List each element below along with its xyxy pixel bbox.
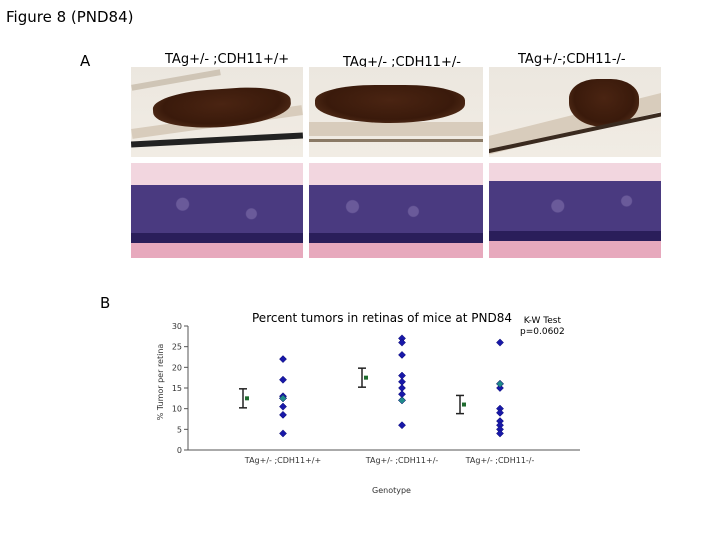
mean-marker-2 — [364, 375, 368, 380]
chart-title: Percent tumors in retinas of mice at PND… — [252, 311, 512, 325]
panel-a-label: A — [80, 52, 91, 70]
y-tick-label-0: 0 — [177, 446, 182, 455]
x-category-label-2: TAg+/- ;CDH11+/- — [365, 456, 439, 465]
x-category-label-3: TAg+/- ;CDH11-/- — [465, 456, 535, 465]
micrograph-ihc-cdh11-ko — [489, 67, 661, 157]
data-point-highlight-1 — [279, 394, 287, 403]
y-axis-label: % Tumor per retina — [156, 344, 165, 421]
data-point-g2-2 — [398, 338, 406, 347]
data-point-g2-3 — [398, 350, 406, 359]
data-point-g1-6 — [279, 402, 287, 411]
data-point-g1-2 — [279, 375, 287, 384]
data-point-g1-1 — [279, 355, 287, 364]
data-point-g2-9 — [398, 421, 406, 430]
kw-test-annotation: K-W Test p=0.0602 — [520, 316, 565, 338]
data-point-g3-1 — [496, 338, 504, 347]
scatter-chart: 0 5 10 15 20 25 30 % Tumor per retina TAg+/- ;CD… — [156, 322, 580, 495]
x-axis-label: Genotype — [372, 486, 411, 495]
y-tick-label-5: 5 — [177, 425, 182, 434]
data-point-g3-5 — [496, 408, 504, 417]
micrograph-he-cdh11-wt — [131, 163, 303, 258]
kw-test-line2: p=0.0602 — [520, 327, 565, 337]
data-point-g1-8 — [279, 429, 287, 438]
y-tick-label-20: 20 — [172, 363, 182, 372]
figure-title: Figure 8 (PND84) — [6, 8, 134, 26]
data-point-g1-7 — [279, 410, 287, 419]
micrograph-ihc-cdh11-wt — [131, 67, 303, 157]
y-tick-label-15: 15 — [172, 384, 182, 393]
data-point-g3-3 — [496, 384, 504, 392]
micrograph-he-cdh11-ko — [489, 163, 661, 258]
data-point-highlight-3 — [496, 379, 504, 388]
y-tick-label-10: 10 — [172, 405, 182, 414]
data-point-g3-9 — [496, 429, 504, 438]
mean-marker-1 — [245, 396, 249, 401]
micrograph-he-cdh11-het — [309, 163, 483, 258]
micrograph-ihc-cdh11-het — [309, 67, 483, 157]
panel-b-label: B — [100, 294, 111, 312]
column-title-cdh11-het: TAg+/- ;CDH11+/- — [343, 55, 461, 70]
kw-test-line1: K-W Test — [523, 316, 562, 326]
x-category-label-1: TAg+/- ;CDH11+/+ — [244, 456, 321, 465]
mean-marker-3 — [462, 402, 466, 407]
column-title-cdh11-wt: TAg+/- ;CDH11+/+ — [165, 52, 290, 67]
data-point-highlight-2 — [398, 396, 406, 405]
column-title-cdh11-ko: TAg+/-;CDH11-/- — [518, 52, 626, 67]
y-tick-label-25: 25 — [172, 343, 182, 352]
y-tick-label-30: 30 — [172, 322, 182, 331]
